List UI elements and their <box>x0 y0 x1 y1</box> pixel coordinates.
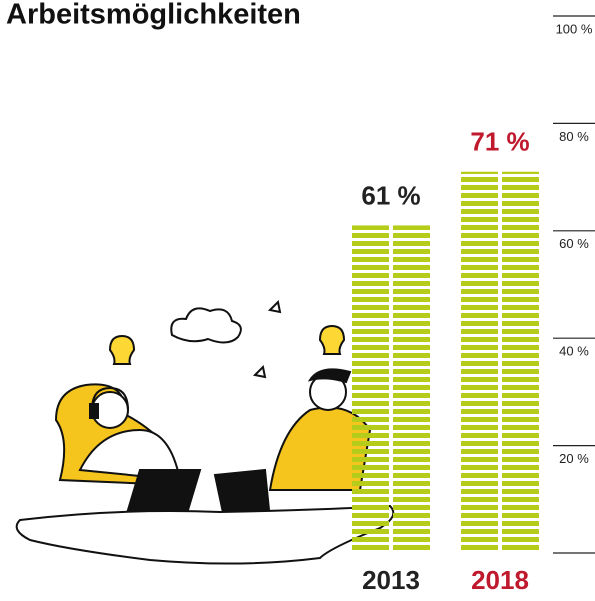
value-label: 71 % <box>470 127 529 157</box>
y-tick-label: 60 % <box>559 236 589 251</box>
y-tick-label: 100 % <box>556 21 593 36</box>
illustration <box>17 302 394 564</box>
bar <box>461 172 498 553</box>
chart-title: Arbeitsmöglichkeiten <box>6 0 301 31</box>
y-tick-label: 40 % <box>559 344 589 359</box>
y-tick-label: 80 % <box>559 129 589 144</box>
x-tick-label: 2013 <box>362 565 420 595</box>
chart: Arbeitsmöglichkeiten 20 % 40 % 60 % 80 % 100… <box>0 0 595 601</box>
value-label: 61 % <box>361 180 420 210</box>
x-tick-label: 2018 <box>471 565 529 595</box>
bar <box>352 225 389 553</box>
bar <box>502 172 539 553</box>
bar <box>393 225 430 553</box>
y-tick-label: 20 % <box>559 451 589 466</box>
